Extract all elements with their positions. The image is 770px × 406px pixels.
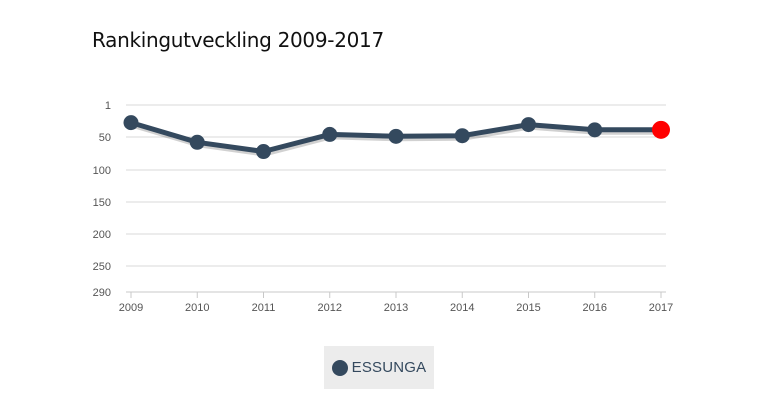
data-point bbox=[587, 122, 603, 138]
x-tick-label: 2017 bbox=[649, 302, 673, 314]
legend-label: ESSUNGA bbox=[351, 359, 427, 376]
x-tick-label: 2016 bbox=[583, 302, 607, 314]
chart-title: Rankingutveckling 2009-2017 bbox=[92, 28, 384, 52]
legend-item-essunga[interactable]: ESSUNGA bbox=[324, 346, 434, 389]
y-tick-label: 290 bbox=[93, 287, 111, 299]
series-essunga bbox=[123, 115, 670, 160]
x-axis: 2009 2010 2011 2012 2013 2014 2015 2016 2017 bbox=[119, 291, 673, 314]
legend-marker-icon bbox=[331, 359, 348, 376]
x-tick-label: 2011 bbox=[252, 302, 276, 314]
y-tick-label: 100 bbox=[93, 165, 111, 177]
data-point bbox=[123, 115, 139, 131]
x-tick-label: 2015 bbox=[516, 302, 540, 314]
data-point bbox=[322, 126, 338, 142]
x-tick-label: 2014 bbox=[450, 302, 474, 314]
y-tick-label: 150 bbox=[93, 197, 111, 209]
data-point bbox=[454, 128, 470, 144]
y-tick-label: 50 bbox=[99, 132, 111, 144]
x-tick-label: 2010 bbox=[185, 302, 209, 314]
data-point-highlight bbox=[652, 120, 670, 139]
data-point bbox=[189, 134, 205, 150]
x-tick-label: 2009 bbox=[119, 302, 143, 314]
y-tick-label: 1 bbox=[105, 100, 111, 112]
data-point bbox=[521, 117, 536, 133]
x-tick-label: 2013 bbox=[384, 302, 408, 314]
data-point bbox=[388, 128, 404, 144]
x-tick-label: 2012 bbox=[318, 302, 342, 314]
y-tick-label: 250 bbox=[93, 261, 111, 273]
y-tick-label: 200 bbox=[93, 229, 111, 241]
data-point bbox=[256, 144, 271, 160]
